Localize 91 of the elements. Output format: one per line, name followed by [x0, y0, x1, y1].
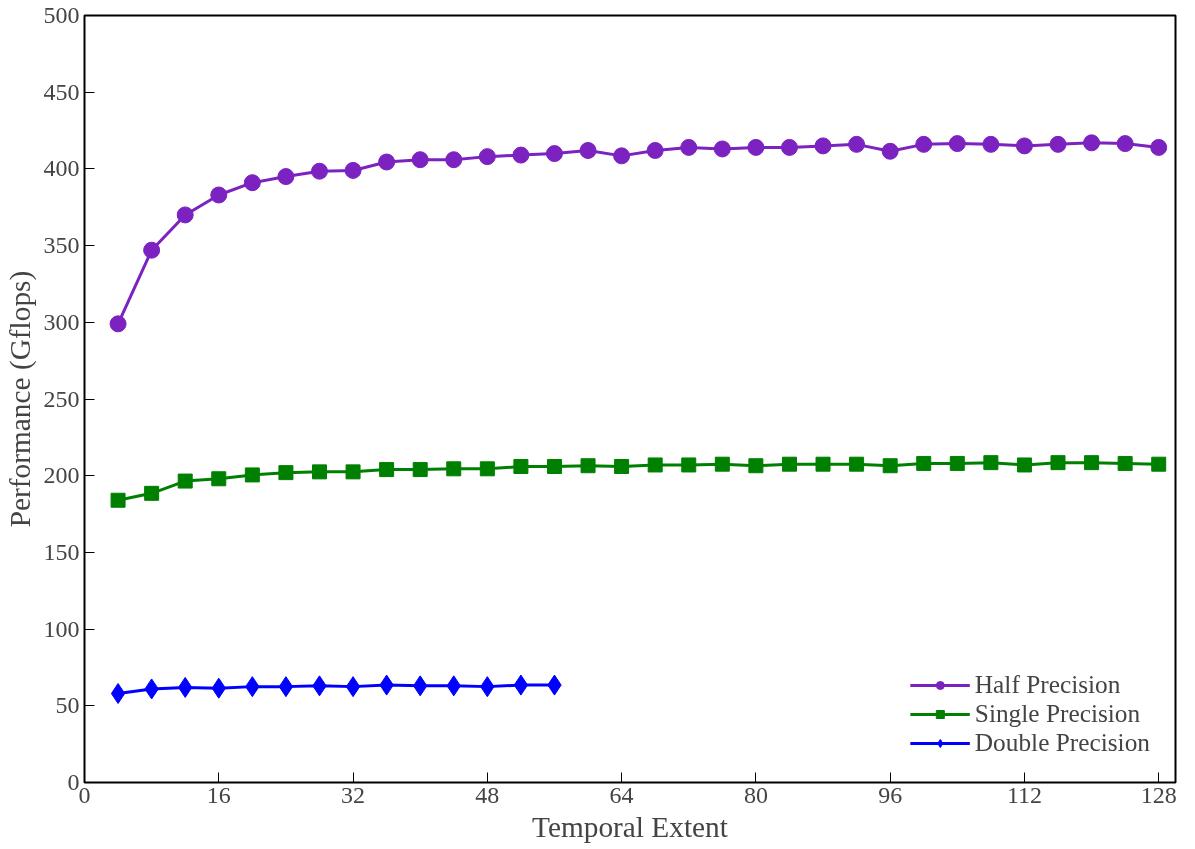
point — [1050, 455, 1066, 471]
y-tick-label: 150 — [43, 538, 80, 565]
point — [848, 135, 866, 153]
point — [512, 146, 530, 164]
point — [513, 459, 529, 474]
point — [814, 137, 832, 155]
point — [916, 455, 932, 471]
x-tick-label: 64 — [609, 781, 634, 808]
point — [747, 138, 765, 156]
point — [177, 473, 193, 489]
y-tick-label: 50 — [55, 692, 80, 719]
point — [982, 135, 1000, 153]
point — [1015, 137, 1033, 155]
y-tick-label: 200 — [43, 462, 80, 489]
x-tick-label: 32 — [341, 781, 366, 808]
y-axis-title: Performance (Gflops) — [3, 270, 37, 528]
y-tick-label: 450 — [43, 78, 80, 105]
point — [580, 458, 596, 474]
point — [210, 186, 228, 204]
x-tick-label: 48 — [475, 781, 500, 808]
legend-label: Half Precision — [974, 670, 1121, 699]
point — [647, 457, 663, 473]
point — [478, 148, 496, 166]
point — [345, 676, 361, 698]
point — [881, 142, 899, 160]
point — [948, 135, 966, 153]
point — [915, 135, 933, 153]
x-axis-title: Temporal Extent — [532, 810, 728, 843]
point — [379, 462, 395, 478]
point — [882, 458, 898, 474]
point — [613, 147, 631, 165]
point — [713, 140, 731, 158]
legend-label: Single Precision — [974, 699, 1141, 728]
point — [110, 683, 126, 705]
point — [278, 465, 294, 481]
point — [1049, 135, 1067, 153]
point — [681, 457, 697, 473]
point — [781, 456, 797, 472]
point — [1083, 134, 1101, 152]
point — [278, 676, 294, 698]
point — [748, 458, 764, 474]
point — [1150, 138, 1168, 156]
point — [311, 464, 327, 480]
point — [211, 471, 227, 487]
x-tick-label: 128 — [1140, 781, 1177, 808]
point — [412, 462, 428, 478]
y-tick-label: 250 — [43, 385, 80, 412]
point — [513, 674, 529, 696]
x-tick-label: 16 — [206, 781, 231, 808]
point — [614, 459, 630, 474]
x-tick-label: 112 — [1006, 781, 1042, 808]
point — [109, 315, 127, 333]
point — [378, 153, 396, 171]
point — [646, 142, 664, 159]
point — [446, 461, 462, 477]
point — [445, 151, 463, 169]
point — [1116, 135, 1134, 153]
point — [949, 455, 965, 471]
y-tick-label: 400 — [43, 155, 80, 182]
point — [546, 459, 562, 474]
point — [244, 467, 260, 483]
point — [479, 461, 495, 477]
point — [579, 142, 597, 159]
y-tick-label: 350 — [43, 232, 80, 259]
point — [1117, 455, 1133, 471]
point — [1151, 456, 1167, 472]
point — [176, 206, 194, 224]
point — [815, 456, 831, 472]
point — [344, 161, 362, 179]
point — [714, 456, 730, 472]
x-tick-label: 96 — [878, 781, 903, 808]
point — [1016, 457, 1032, 473]
point — [780, 138, 798, 156]
y-tick-label: 300 — [43, 308, 80, 335]
point — [310, 162, 328, 180]
point — [143, 241, 161, 259]
point — [545, 145, 563, 163]
legend-label: Double Precision — [974, 728, 1150, 757]
point — [983, 455, 999, 471]
point — [1084, 455, 1100, 471]
point — [411, 151, 429, 169]
point — [277, 168, 295, 186]
point — [110, 492, 126, 508]
point — [144, 485, 160, 501]
point — [680, 138, 698, 156]
y-tick-label: 500 — [43, 2, 80, 28]
point — [243, 174, 261, 192]
x-tick-label: 80 — [743, 781, 768, 808]
point — [849, 456, 865, 472]
y-tick-label: 100 — [43, 615, 80, 642]
point — [345, 464, 361, 480]
